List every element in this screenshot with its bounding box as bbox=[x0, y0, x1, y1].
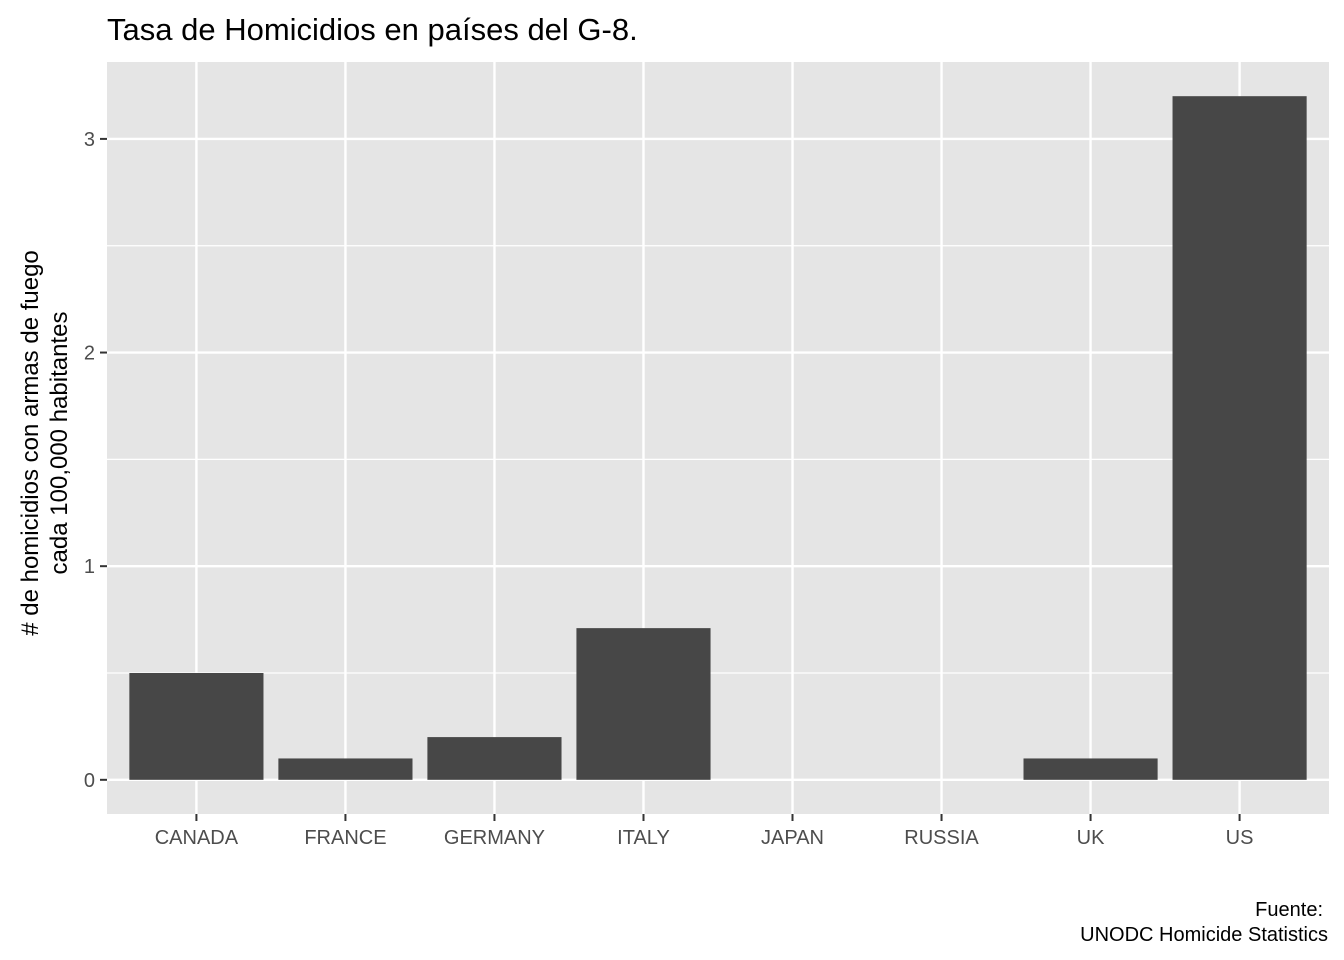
bar-canada bbox=[129, 673, 264, 780]
major-gridlines bbox=[107, 62, 1329, 814]
y-tick-label: 0 bbox=[84, 770, 95, 792]
x-tick-label-us: US bbox=[1226, 827, 1254, 849]
x-tick-label-uk: UK bbox=[1077, 827, 1105, 849]
chart-title: Tasa de Homicidios en países del G-8. bbox=[107, 12, 638, 47]
bars bbox=[129, 96, 1307, 780]
plot-panel bbox=[107, 62, 1329, 814]
y-tick-label: 3 bbox=[84, 129, 95, 151]
x-tick-label-germany: GERMANY bbox=[444, 827, 545, 849]
y-tick-label: 1 bbox=[84, 556, 95, 578]
x-tick-label-france: FRANCE bbox=[304, 827, 386, 849]
y-axis-label: # de homicidios con armas de fuego cada … bbox=[17, 250, 73, 636]
x-axis: CANADA FRANCE GERMANY ITALY JAPAN RUSSIA UK US bbox=[155, 814, 1254, 849]
bar-france bbox=[278, 758, 413, 780]
y-axis-label-line-2: cada 100,000 habitantes bbox=[46, 312, 73, 575]
x-tick-label-russia: RUSSIA bbox=[904, 827, 979, 849]
x-tick-label-canada: CANADA bbox=[155, 827, 239, 849]
bar-us bbox=[1172, 96, 1307, 780]
x-tick-label-japan: JAPAN bbox=[761, 827, 824, 849]
y-axis-label-line-1: # de homicidios con armas de fuego bbox=[17, 250, 44, 636]
x-tick-label-italy: ITALY bbox=[617, 827, 670, 849]
caption-line-2: UNODC Homicide Statistics bbox=[1080, 924, 1328, 946]
caption-line-1: Fuente: bbox=[1255, 899, 1323, 921]
minor-gridlines bbox=[107, 245, 1329, 674]
bar-italy bbox=[576, 628, 711, 780]
bar-germany bbox=[427, 737, 562, 780]
y-axis: 0 1 2 3 bbox=[84, 129, 107, 792]
bar-uk bbox=[1023, 758, 1158, 780]
y-tick-label: 2 bbox=[84, 343, 95, 365]
